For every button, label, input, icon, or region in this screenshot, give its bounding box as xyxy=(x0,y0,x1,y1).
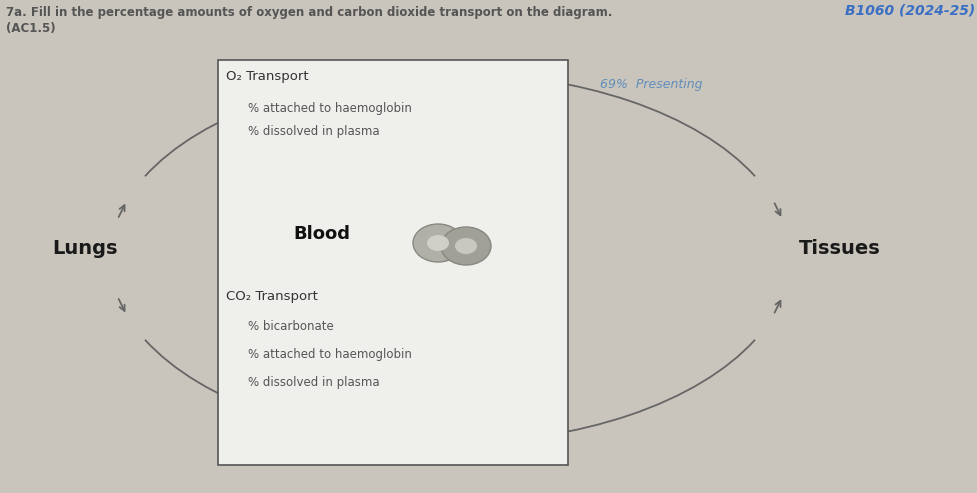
Text: CO₂ Transport: CO₂ Transport xyxy=(226,290,318,303)
Text: 7a. Fill in the percentage amounts of oxygen and carbon dioxide transport on the: 7a. Fill in the percentage amounts of ox… xyxy=(6,6,612,19)
Text: Lungs: Lungs xyxy=(52,239,117,257)
Text: Tissues: Tissues xyxy=(798,239,880,257)
Text: % dissolved in plasma: % dissolved in plasma xyxy=(248,125,379,138)
Text: % attached to haemoglobin: % attached to haemoglobin xyxy=(248,102,411,115)
Ellipse shape xyxy=(412,224,462,262)
Ellipse shape xyxy=(441,227,490,265)
Text: (AC1.5): (AC1.5) xyxy=(6,22,56,35)
Text: Blood: Blood xyxy=(293,225,350,243)
Text: % dissolved in plasma: % dissolved in plasma xyxy=(248,376,379,389)
Text: O₂ Transport: O₂ Transport xyxy=(226,70,309,83)
Text: 69%  Presenting: 69% Presenting xyxy=(599,78,701,91)
Ellipse shape xyxy=(427,235,448,251)
FancyBboxPatch shape xyxy=(218,60,568,465)
Text: % attached to haemoglobin: % attached to haemoglobin xyxy=(248,348,411,361)
Text: B1060 (2024-25): B1060 (2024-25) xyxy=(844,4,974,18)
Ellipse shape xyxy=(454,238,477,254)
Text: % bicarbonate: % bicarbonate xyxy=(248,320,333,333)
